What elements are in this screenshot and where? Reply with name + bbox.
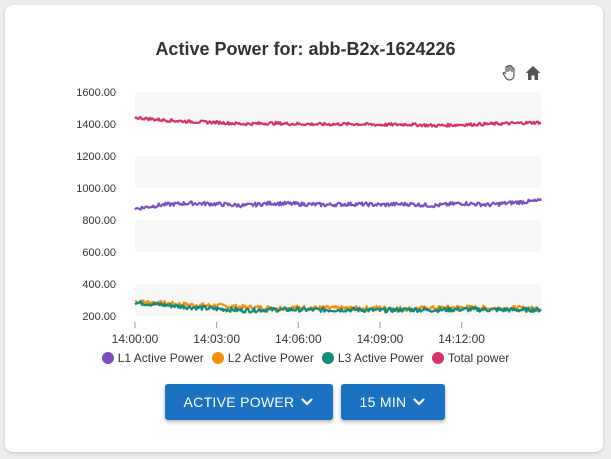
y-tick-label: 400.00	[82, 279, 116, 291]
y-tick-label: 1400.00	[76, 119, 116, 131]
grid-band	[135, 220, 541, 252]
hand-pan-icon[interactable]	[500, 63, 520, 83]
grid-band	[135, 124, 541, 156]
legend-item-total-power[interactable]: Total power	[431, 351, 510, 365]
legend-label: L2 Active Power	[227, 351, 314, 365]
legend-label: L1 Active Power	[117, 351, 204, 365]
y-tick-label: 1200.00	[76, 151, 116, 163]
series-line-l2-active-power[interactable]	[134, 299, 542, 312]
chevron-down-icon	[413, 398, 426, 406]
series-line-total-power[interactable]	[134, 116, 542, 128]
x-tick-label: 14:09:00	[357, 332, 404, 346]
legend-item-l2-active-power[interactable]: L2 Active Power	[211, 351, 314, 365]
chart-title: Active Power for: abb-B2x-1624226	[155, 39, 456, 59]
y-tick-label: 600.00	[82, 247, 116, 259]
x-tick-label: 14:12:00	[438, 332, 485, 346]
grid-band	[135, 92, 541, 124]
home-icon[interactable]	[523, 63, 543, 83]
chevron-down-icon	[301, 398, 314, 406]
chart-legend: L1 Active Power L2 Active Power L3 Active …	[0, 351, 611, 367]
x-tick-label: 14:00:00	[112, 332, 159, 346]
x-tick-label: 14:03:00	[193, 332, 240, 346]
legend-swatch	[431, 352, 444, 364]
grid-band	[135, 156, 541, 188]
metric-dropdown-button[interactable]: ACTIVE POWER	[165, 384, 333, 420]
y-tick-label: 200.00	[82, 311, 116, 323]
y-tick-label: 800.00	[82, 215, 116, 227]
y-tick-label: 1000.00	[76, 183, 116, 195]
metric-label: ACTIVE POWER	[183, 394, 295, 410]
legend-swatch	[321, 352, 334, 364]
legend-label: Total power	[447, 351, 510, 365]
legend-item-l3-active-power[interactable]: L3 Active Power	[321, 351, 424, 365]
series-line-l1-active-power[interactable]	[134, 197, 542, 211]
range-label: 15 MIN	[359, 394, 407, 410]
legend-swatch	[211, 352, 224, 364]
x-tick-label: 14:06:00	[275, 332, 322, 346]
range-dropdown-button[interactable]: 15 MIN	[341, 384, 445, 420]
y-tick-label: 1600.00	[76, 87, 116, 99]
series-line-l3-active-power[interactable]	[134, 299, 542, 314]
grid-band	[135, 252, 541, 284]
legend-item-l1-active-power[interactable]: L1 Active Power	[101, 351, 204, 365]
legend-swatch	[101, 352, 114, 364]
legend-label: L3 Active Power	[337, 351, 424, 365]
